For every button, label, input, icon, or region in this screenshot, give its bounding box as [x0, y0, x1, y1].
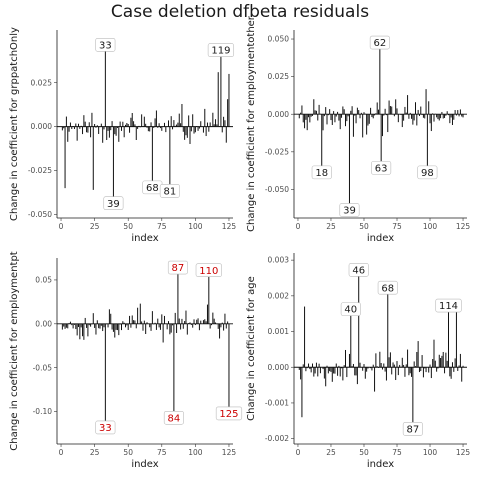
point-label: 114: [439, 301, 458, 312]
point-label: 81: [163, 186, 176, 197]
point-label: 119: [211, 46, 230, 57]
point-label: 33: [99, 423, 112, 434]
x-tick-label: 50: [359, 222, 369, 231]
x-tick-label: 25: [90, 448, 100, 457]
x-tick-label: 100: [188, 222, 203, 231]
x-tick-label: 125: [222, 448, 237, 457]
x-tick-label: 50: [359, 448, 369, 457]
point-label: 40: [344, 305, 357, 316]
point-label: 68: [146, 183, 159, 194]
y-tick-label: 0.003: [268, 256, 290, 265]
x-axis-label: index: [367, 459, 394, 470]
x-tick-label: 0: [296, 222, 301, 231]
x-tick-label: 0: [59, 448, 64, 457]
point-label: 125: [219, 409, 238, 420]
y-tick-label: 0.000: [268, 363, 290, 372]
x-tick-label: 75: [392, 448, 402, 457]
point-label: 46: [352, 265, 365, 276]
y-tick-label: -0.050: [265, 185, 289, 194]
y-tick-label: 0.00: [35, 319, 52, 328]
panel-3: -0.10 -0.05 0.00 0.05 0 25 50 75 100 125 index Chan…: [9, 251, 242, 470]
x-tick-label: 75: [157, 222, 167, 231]
x-tick-label: 25: [326, 448, 336, 457]
x-axis-label: index: [131, 233, 158, 244]
x-tick-label: 25: [326, 222, 336, 231]
y-tick-label: 0.05: [35, 276, 52, 285]
y-tick-label: 0.001: [268, 327, 290, 336]
y-tick-label: 0.000: [31, 122, 53, 131]
point-label: 39: [343, 206, 356, 217]
point-label: 63: [375, 163, 388, 174]
point-label: 87: [172, 263, 185, 274]
y-tick-label: -0.10: [33, 407, 53, 416]
y-tick-label: 0.002: [268, 291, 290, 300]
y-axis-label: Change in coefficient for employmentpt: [9, 251, 20, 451]
y-tick-label: -0.002: [265, 434, 289, 443]
x-tick-label: 100: [423, 448, 438, 457]
y-axis-label: Change in coefficient for employmentothe…: [246, 15, 257, 232]
point-label: 84: [168, 413, 181, 424]
x-tick-label: 75: [392, 222, 402, 231]
x-tick-label: 125: [456, 222, 471, 231]
x-tick-label: 125: [456, 448, 471, 457]
y-tick-label: -0.025: [28, 166, 52, 175]
point-label: 33: [99, 40, 112, 51]
x-tick-label: 25: [90, 222, 100, 231]
x-tick-label: 50: [123, 222, 133, 231]
x-tick-label: 100: [423, 222, 438, 231]
y-tick-label: -0.001: [265, 399, 289, 408]
point-label: 110: [199, 266, 218, 277]
panel-2: -0.050 -0.025 0.000 0.025 0.050 0 25 50 75 100 125…: [246, 15, 470, 244]
point-label: 18: [315, 168, 328, 179]
x-tick-label: 75: [157, 448, 167, 457]
y-tick-label: -0.05: [33, 363, 53, 372]
point-label: 39: [107, 199, 120, 210]
point-label: 98: [421, 168, 434, 179]
y-axis-label: Change in coefficient for age: [246, 276, 257, 421]
y-tick-label: -0.050: [28, 210, 52, 219]
point-label: 87: [406, 425, 419, 436]
x-axis-label: index: [131, 459, 158, 470]
y-tick-label: 0.025: [268, 72, 290, 81]
x-tick-label: 0: [296, 448, 301, 457]
y-axis-label: Change in coefficient for grppatchOnly: [9, 27, 20, 221]
y-tick-label: -0.025: [265, 147, 289, 156]
x-tick-label: 50: [123, 448, 133, 457]
y-tick-label: 0.000: [268, 110, 290, 119]
y-tick-label: 0.050: [268, 35, 290, 44]
point-label: 62: [373, 38, 386, 49]
panel-4: -0.002 -0.001 0.000 0.001 0.002 0.003 0 25 50 75 1…: [246, 253, 470, 470]
x-axis-label: index: [367, 233, 394, 244]
point-label: 68: [381, 283, 394, 294]
x-tick-label: 100: [188, 448, 203, 457]
x-tick-label: 125: [222, 222, 237, 231]
y-tick-label: 0.025: [31, 78, 53, 87]
panel-1: -0.050 -0.025 0.000 0.025 0 25 50 75 100 125 index…: [9, 27, 236, 244]
x-tick-label: 0: [59, 222, 64, 231]
